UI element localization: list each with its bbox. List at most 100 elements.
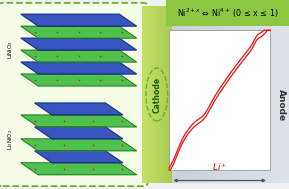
Polygon shape [21, 26, 137, 38]
Bar [194, 26, 197, 183]
Bar [234, 26, 237, 183]
Bar [159, 6, 160, 183]
Bar [170, 6, 171, 183]
Polygon shape [35, 151, 123, 163]
Bar [169, 30, 270, 170]
Bar [154, 6, 155, 183]
Bar [185, 26, 188, 183]
Bar [158, 6, 159, 183]
Polygon shape [21, 14, 137, 26]
Bar [209, 26, 212, 183]
Bar [271, 26, 274, 183]
Bar [181, 26, 185, 183]
Bar [156, 6, 157, 183]
Bar [197, 26, 200, 183]
Bar [169, 26, 173, 183]
Bar [221, 26, 225, 183]
Bar [231, 26, 234, 183]
Bar [277, 26, 280, 183]
Bar [283, 26, 286, 183]
Bar [268, 26, 271, 183]
Bar [168, 6, 169, 183]
Bar [164, 6, 165, 183]
Bar [166, 6, 167, 183]
Bar [171, 6, 172, 183]
Bar [178, 26, 182, 183]
Bar [150, 6, 151, 183]
Text: Ni$^{2+x}$ ⇔ Ni$^{4+}$ (0 ≤ x ≤ 1): Ni$^{2+x}$ ⇔ Ni$^{4+}$ (0 ≤ x ≤ 1) [177, 7, 278, 20]
Bar [144, 6, 145, 183]
Bar [166, 6, 167, 183]
Polygon shape [21, 62, 137, 74]
Bar [162, 6, 163, 183]
Bar [175, 26, 179, 183]
Bar [264, 26, 268, 183]
Bar [188, 26, 191, 183]
Bar [152, 6, 153, 183]
Bar [154, 6, 155, 183]
Bar [249, 26, 253, 183]
Polygon shape [21, 163, 137, 175]
Text: Li$^+$: Li$^+$ [212, 161, 227, 173]
Bar [286, 26, 289, 183]
Polygon shape [35, 103, 123, 115]
Bar [255, 26, 259, 183]
Bar [150, 6, 151, 183]
Polygon shape [35, 127, 123, 139]
Bar [191, 26, 194, 183]
Bar [240, 26, 243, 183]
Polygon shape [21, 74, 137, 86]
Bar [164, 6, 165, 183]
Bar [252, 26, 255, 183]
Bar [151, 6, 152, 183]
Bar [261, 26, 265, 183]
Bar [169, 6, 170, 183]
Bar [144, 6, 145, 183]
Bar [203, 26, 206, 183]
Bar [218, 26, 222, 183]
Bar [165, 6, 166, 183]
Bar [146, 6, 147, 183]
Text: Anode: Anode [277, 89, 286, 121]
FancyBboxPatch shape [0, 3, 147, 186]
Polygon shape [21, 139, 137, 151]
Bar [142, 6, 143, 183]
Bar [152, 6, 153, 183]
Bar [163, 6, 164, 183]
Bar [167, 6, 168, 183]
Bar [168, 6, 169, 183]
Bar [160, 6, 161, 183]
Bar [157, 6, 158, 183]
Bar [147, 6, 148, 183]
Bar [148, 6, 149, 183]
Bar [165, 6, 166, 183]
Bar [157, 6, 158, 183]
Bar [153, 6, 154, 183]
Bar [145, 6, 146, 183]
Bar [149, 6, 150, 183]
Bar [225, 26, 228, 183]
Bar [160, 6, 161, 183]
Bar [155, 6, 156, 183]
Bar [206, 26, 210, 183]
Bar [169, 6, 170, 183]
Polygon shape [21, 38, 137, 50]
Bar [143, 6, 144, 183]
Bar [159, 6, 160, 183]
Bar [243, 26, 246, 183]
Polygon shape [21, 50, 137, 62]
Bar [146, 6, 147, 183]
Bar [172, 26, 176, 183]
Bar [171, 6, 172, 183]
Bar [246, 26, 249, 183]
Bar [200, 26, 203, 183]
Bar [156, 6, 157, 183]
Text: Cathode: Cathode [152, 76, 161, 113]
Bar [163, 6, 164, 183]
Bar [280, 26, 283, 183]
Bar [228, 26, 231, 183]
Bar [215, 26, 219, 183]
Text: Li$_2$NiO$_2$: Li$_2$NiO$_2$ [6, 128, 14, 149]
Bar [166, 0, 289, 26]
Bar [158, 6, 159, 183]
